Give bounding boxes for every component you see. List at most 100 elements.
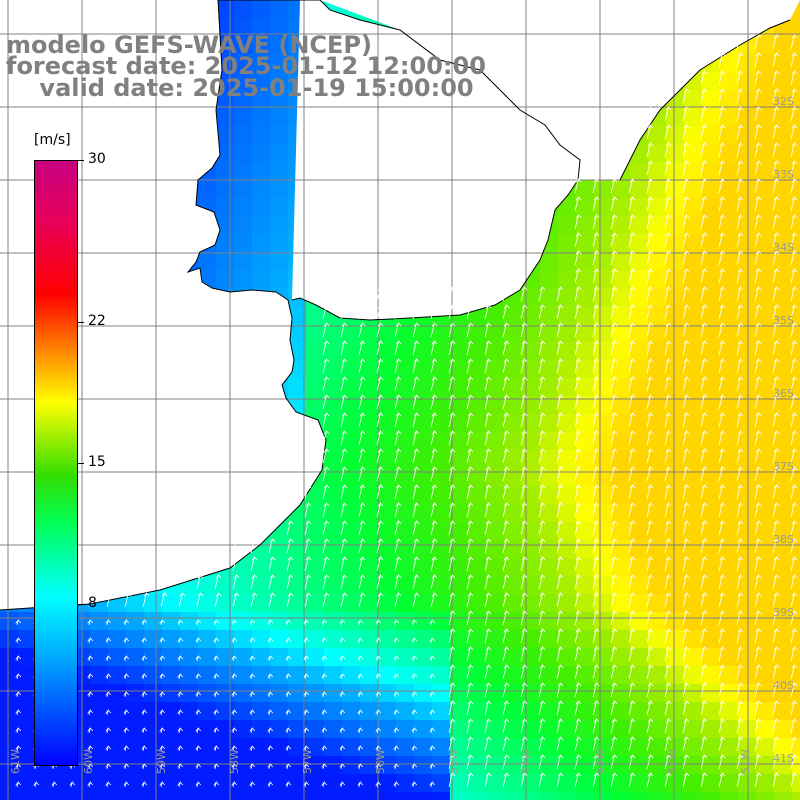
wind-arrow xyxy=(700,178,708,194)
wind-arrow xyxy=(321,781,328,788)
field-cell xyxy=(648,306,666,324)
field-cell xyxy=(666,162,684,180)
field-cell xyxy=(774,36,792,54)
wind-arrow xyxy=(213,637,220,644)
wind-arrow xyxy=(772,70,780,86)
wind-arrow xyxy=(772,322,780,338)
wind-arrow xyxy=(592,556,600,572)
wind-arrow xyxy=(682,448,690,464)
field-cell xyxy=(306,558,324,576)
field-cell xyxy=(378,756,396,774)
field-cell xyxy=(414,630,432,648)
field-cell xyxy=(486,648,504,666)
wind-arrow xyxy=(736,358,744,374)
field-cell xyxy=(738,288,756,306)
field-cell xyxy=(612,504,630,522)
wind-arrow xyxy=(736,592,744,608)
wind-arrow xyxy=(790,286,798,302)
wind-arrow xyxy=(736,466,744,482)
field-cell xyxy=(630,540,648,558)
field-cell xyxy=(486,342,504,360)
wind-arrow xyxy=(646,106,654,122)
field-cell xyxy=(450,558,468,576)
wind-arrow xyxy=(646,196,654,212)
field-cell xyxy=(396,756,414,774)
wind-arrow xyxy=(196,592,204,608)
field-cell xyxy=(594,216,612,234)
wind-arrow xyxy=(105,763,112,770)
field-cell xyxy=(486,540,504,558)
field-cell xyxy=(450,576,468,594)
field-cell xyxy=(720,738,738,756)
wind-arrow xyxy=(736,268,744,284)
field-cell xyxy=(486,450,504,468)
field-cell xyxy=(576,486,594,504)
field-cell xyxy=(432,468,450,486)
wind-arrow xyxy=(700,376,708,392)
wind-arrow xyxy=(484,376,492,392)
field-cell xyxy=(612,234,630,252)
wind-arrow xyxy=(502,664,510,680)
field-cell xyxy=(324,414,342,432)
field-cell xyxy=(558,774,576,792)
wind-arrow xyxy=(466,664,474,680)
field-cell xyxy=(378,792,396,800)
field-cell xyxy=(162,666,180,684)
field-cell xyxy=(36,792,54,800)
wind-arrow xyxy=(700,160,708,176)
wind-arrow xyxy=(718,394,726,410)
wind-arrow xyxy=(466,358,474,374)
wind-arrow xyxy=(411,673,418,680)
wind-arrow xyxy=(375,673,382,680)
wind-arrow xyxy=(754,466,762,482)
wind-arrow xyxy=(556,340,564,356)
wind-arrow xyxy=(718,430,726,446)
field-cell xyxy=(522,576,540,594)
wind-arrow xyxy=(484,682,492,698)
wind-arrow xyxy=(340,412,348,428)
field-cell xyxy=(720,504,738,522)
wind-arrow xyxy=(15,745,22,752)
field-cell xyxy=(720,144,738,162)
wind-arrow xyxy=(322,304,330,320)
wind-arrow xyxy=(411,709,418,716)
field-cell xyxy=(594,270,612,288)
wind-arrow xyxy=(790,520,798,536)
wind-arrow xyxy=(772,502,780,518)
wind-arrow xyxy=(628,646,636,662)
field-cell xyxy=(504,306,522,324)
field-cell xyxy=(504,522,522,540)
field-cell xyxy=(630,468,648,486)
field-cell xyxy=(594,756,612,774)
field-cell xyxy=(180,756,198,774)
wind-arrow xyxy=(664,646,672,662)
wind-arrow xyxy=(790,610,798,626)
field-cell xyxy=(0,702,18,720)
wind-arrow xyxy=(267,655,274,662)
field-cell xyxy=(54,792,72,800)
wind-arrow xyxy=(430,574,438,590)
field-cell xyxy=(540,684,558,702)
wind-arrow xyxy=(574,250,582,266)
field-cell xyxy=(738,90,756,108)
field-cell xyxy=(774,702,792,720)
wind-arrow xyxy=(178,592,186,608)
field-cell xyxy=(576,216,594,234)
wind-arrow xyxy=(340,502,348,518)
field-cell xyxy=(342,720,360,738)
wind-arrow xyxy=(592,340,600,356)
field-cell xyxy=(648,342,666,360)
wind-arrow xyxy=(538,502,546,518)
wind-arrow xyxy=(394,502,402,518)
wind-arrow xyxy=(700,700,708,716)
field-cell xyxy=(792,504,800,522)
field-cell xyxy=(720,306,738,324)
field-cell xyxy=(774,234,792,252)
field-cell xyxy=(414,756,432,774)
wind-arrow xyxy=(664,214,672,230)
wind-arrow xyxy=(394,538,402,554)
field-cell xyxy=(378,414,396,432)
wind-arrow xyxy=(484,610,492,626)
field-cell xyxy=(666,126,684,144)
wind-arrow xyxy=(357,691,364,698)
